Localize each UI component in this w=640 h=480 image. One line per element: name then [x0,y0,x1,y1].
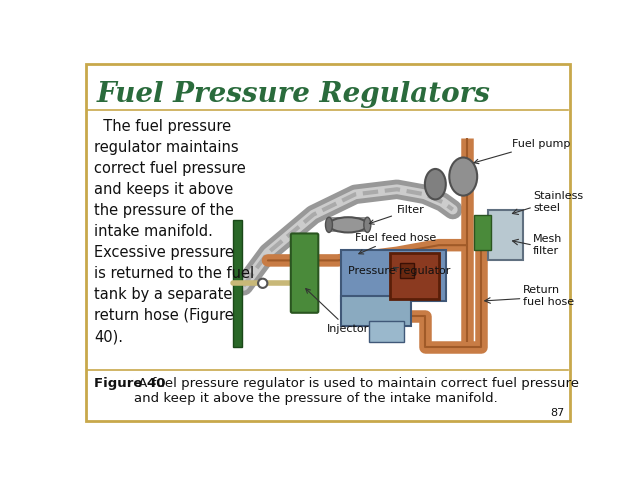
Ellipse shape [449,157,477,196]
Text: Fuel pump: Fuel pump [474,139,570,164]
Bar [390,253,439,299]
Ellipse shape [329,217,367,232]
Bar [401,263,415,278]
Text: Mesh
filter: Mesh filter [533,234,563,256]
Bar [341,296,411,326]
Ellipse shape [326,217,332,232]
Text: Fuel Pressure Regulators: Fuel Pressure Regulators [97,81,491,108]
Text: Filter: Filter [369,204,425,224]
Text: Figure 40: Figure 40 [94,377,166,390]
Text: Injector: Injector [306,288,369,334]
Bar [488,210,522,261]
Ellipse shape [364,217,371,232]
Text: A fuel pressure regulator is used to maintain correct fuel pressure
and keep it : A fuel pressure regulator is used to mai… [134,377,579,405]
Ellipse shape [425,169,446,199]
Bar [233,220,242,347]
FancyBboxPatch shape [291,233,318,313]
Text: Pressure regulator: Pressure regulator [348,265,451,276]
Text: Fuel feed hose: Fuel feed hose [355,232,436,254]
Bar [341,250,446,301]
Text: Return
fuel hose: Return fuel hose [522,285,573,307]
Bar [329,217,367,232]
Bar [369,322,404,342]
Text: 87: 87 [550,408,564,418]
Bar [474,215,491,250]
Text: The fuel pressure
regulator maintains
correct fuel pressure
and keeps it above
t: The fuel pressure regulator maintains co… [94,119,254,344]
Text: Stainless
steel: Stainless steel [533,191,583,213]
Circle shape [258,279,268,288]
